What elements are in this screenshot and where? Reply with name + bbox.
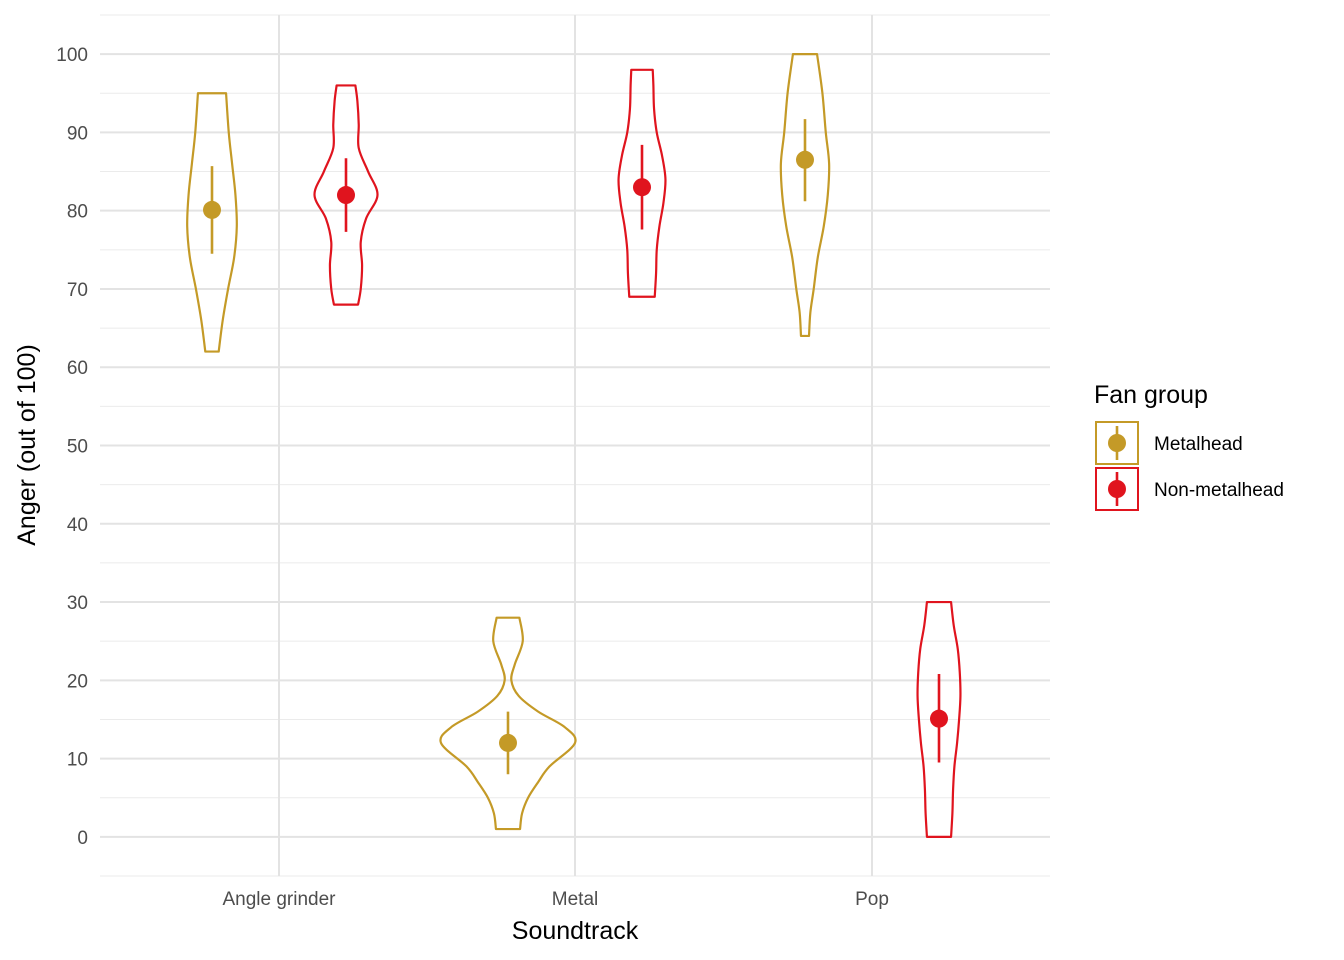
mean-point [499, 733, 517, 752]
y-tick-label: 80 [67, 202, 88, 223]
y-tick-label: 40 [67, 515, 88, 536]
legend-key [1095, 467, 1139, 511]
legend-key [1095, 421, 1139, 465]
legend-label: Non-metalhead [1154, 480, 1284, 501]
y-tick-label: 90 [67, 123, 88, 144]
violin [779, 53, 831, 338]
mean-point [633, 178, 651, 197]
x-tick-label: Pop [855, 889, 889, 910]
violins [186, 53, 962, 838]
legend: Fan group Metalhead Non-metalhead [1094, 381, 1284, 511]
mean-point [930, 709, 948, 728]
summary-points [203, 119, 948, 775]
y-tick-label: 70 [67, 280, 88, 301]
y-axis-title: Anger (out of 100) [13, 344, 41, 546]
x-tick-label: Metal [552, 889, 598, 910]
violin [617, 68, 667, 298]
mean-point [203, 200, 221, 219]
legend-label: Metalhead [1154, 434, 1243, 455]
mean-point [337, 186, 355, 205]
y-tick-label: 10 [67, 750, 88, 771]
mean-point [796, 150, 814, 169]
x-tick-labels: Angle grinder Metal Pop [222, 889, 888, 910]
y-tick-label: 30 [67, 593, 88, 614]
legend-key-point [1108, 480, 1126, 498]
y-tick-label: 20 [67, 671, 88, 692]
y-tick-label: 100 [56, 45, 88, 66]
y-tick-labels: 0 10 20 30 40 50 60 70 80 90 100 [56, 45, 88, 849]
grid-major [100, 15, 1050, 876]
violin [186, 92, 238, 353]
y-tick-label: 0 [77, 828, 88, 849]
y-tick-label: 50 [67, 437, 88, 458]
legend-key-point [1108, 434, 1126, 452]
legend-title: Fan group [1094, 381, 1208, 409]
violin [439, 616, 577, 831]
x-axis-title: Soundtrack [512, 917, 639, 945]
violin [916, 600, 962, 838]
y-tick-label: 60 [67, 358, 88, 379]
violin [313, 84, 379, 306]
x-tick-label: Angle grinder [222, 889, 336, 910]
